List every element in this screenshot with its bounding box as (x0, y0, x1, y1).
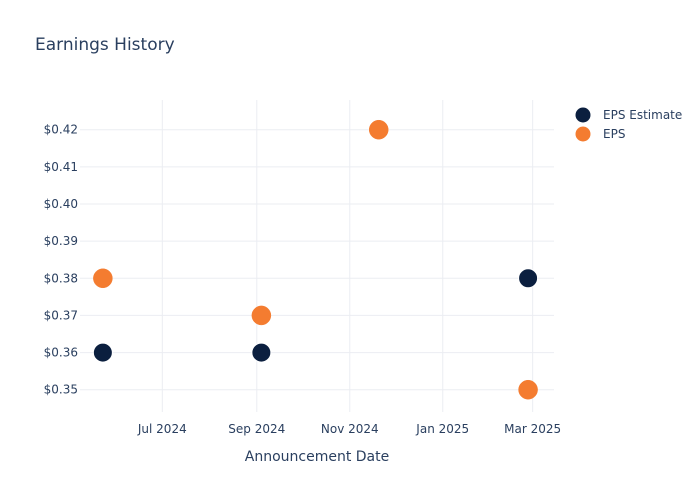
y-tick-label: $0.40 (44, 197, 78, 211)
x-tick-label: Jul 2024 (137, 422, 187, 436)
y-tick-label: $0.39 (44, 234, 78, 248)
legend-item-eps[interactable]: EPS (575, 126, 626, 142)
gridlines (80, 100, 554, 412)
y-tick-label: $0.38 (44, 271, 78, 285)
y-tick-label: $0.42 (44, 123, 78, 137)
y-tick-label: $0.37 (44, 308, 78, 322)
y-tick-label: $0.41 (44, 160, 78, 174)
legend[interactable]: EPS Estimate EPS (575, 107, 683, 142)
eps-point[interactable] (251, 305, 272, 326)
eps-estimate-point[interactable] (518, 268, 539, 289)
x-axis-label: Announcement Date (245, 449, 389, 465)
legend-label: EPS Estimate (603, 108, 682, 122)
y-axis-ticks: $0.35 $0.36 $0.37 $0.38 $0.39 $0.40 $0.41 $0.42 (44, 123, 78, 397)
x-tick-label: Sep 2024 (228, 422, 285, 436)
eps-estimate-point[interactable] (92, 342, 113, 363)
eps-point[interactable] (93, 268, 113, 289)
y-tick-label: $0.35 (44, 383, 78, 397)
eps-point[interactable] (518, 379, 538, 400)
legend-label: EPS (603, 127, 625, 141)
legend-marker (575, 126, 591, 142)
x-axis-ticks: Jul 2024 Sep 2024 Nov 2024 Jan 2025 Mar 2025 (137, 422, 561, 436)
eps-estimate-point[interactable] (251, 342, 272, 363)
eps-point[interactable] (368, 119, 389, 140)
x-tick-label: Nov 2024 (321, 422, 379, 436)
data-points (92, 119, 539, 400)
y-tick-label: $0.36 (44, 346, 78, 360)
legend-marker (575, 107, 591, 123)
x-tick-label: Mar 2025 (504, 422, 561, 436)
x-tick-label: Jan 2025 (415, 422, 469, 436)
chart-title: Earnings History (35, 35, 175, 55)
legend-item-eps-estimate[interactable]: EPS Estimate (575, 107, 683, 123)
